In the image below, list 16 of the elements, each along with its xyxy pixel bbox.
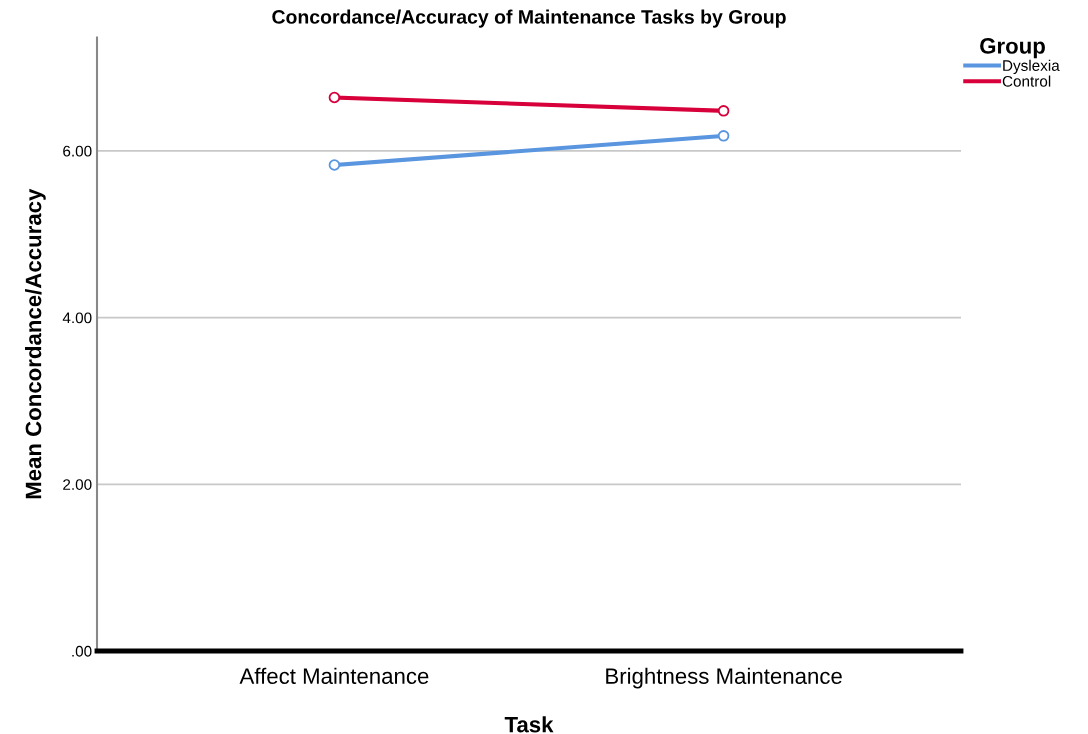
point	[717, 105, 730, 117]
y-axis-title: Mean Concordance/Accuracy	[25, 188, 46, 499]
y-tick-label: .00	[72, 645, 92, 657]
x-tick-label: Affect Maintenance	[239, 667, 429, 684]
y-tick-label: 2.00	[63, 479, 92, 490]
legend-label: Dyslexia	[1003, 59, 1060, 74]
y-tick-label: 4.00	[62, 312, 92, 324]
point	[328, 91, 341, 104]
legend-title: Group	[980, 38, 1045, 59]
x-tick-label: Brightness Maintenance	[606, 667, 842, 689]
y-tick-label: 6.00	[63, 145, 92, 157]
point	[717, 130, 730, 142]
chart-title: Concordance/Accuracy of Maintenance Tasks by Group	[272, 9, 786, 28]
point	[328, 159, 341, 171]
legend-label: Control	[1002, 75, 1051, 87]
x-axis-title: Task	[504, 716, 554, 733]
